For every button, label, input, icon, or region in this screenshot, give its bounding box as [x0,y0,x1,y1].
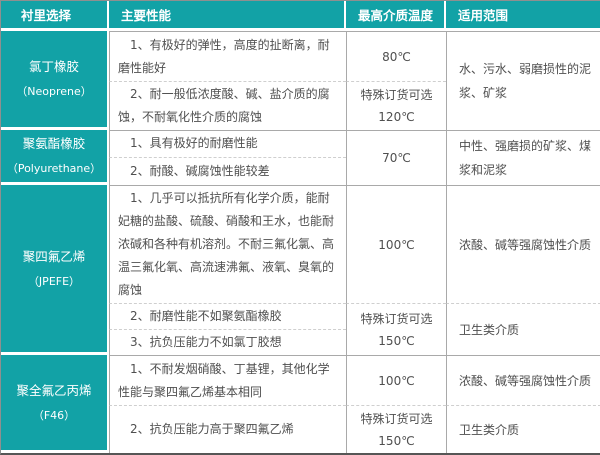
temperature-cell: 80℃ [346,31,446,81]
temperature-cell: 特殊订货可选 150℃ [346,303,446,355]
column-header-application: 适用范围 [446,1,600,31]
material-alias: （JPEFE） [27,274,81,288]
performance-cell: 1、具有极好的耐磨性能 [109,130,346,157]
table-row: 聚氨酯橡胶 （Polyurethane） 1、具有极好的耐磨性能 70℃ 中性、… [1,130,600,185]
material-cell-ptfe: 聚四氟乙烯 （JPEFE） [1,185,109,355]
table-row: 2、耐一般低浓度酸、碱、盐介质的腐蚀，不耐氧化性介质的腐蚀 特殊订货可选 120… [1,81,600,130]
table-row: 氯丁橡胶 （Neoprene） 1、有极好的弹性，高度的扯断离，耐磨性能好 80… [1,31,600,130]
table-row: 2、耐酸、碱腐蚀性能较差 [1,156,600,185]
application-cell: 水、污水、弱磨损性的泥浆、矿浆 [446,31,600,130]
application-cell: 浓酸、碱等强腐蚀性介质 [446,355,600,405]
table-row: 2、耐磨性能不如聚氨酯橡胶 特殊订货可选 150℃ 卫生类介质 [1,303,600,355]
performance-cell: 2、耐磨性能不如聚氨酯橡胶 [109,303,346,329]
performance-cell: 2、耐一般低浓度酸、碱、盐介质的腐蚀，不耐氧化性介质的腐蚀 [109,81,346,130]
header-row: 衬里选择 主要性能 最高介质温度 适用范围 [1,1,600,31]
material-cell-f46: 聚全氟乙丙烯 （F46） [1,355,109,453]
table-row: 聚四氟乙烯 （JPEFE） 1、几乎可以抵抗所有化学介质，能耐妃糖的盐酸、硫酸、… [1,185,600,355]
material-cell-neoprene: 氯丁橡胶 （Neoprene） [1,31,109,130]
application-cell: 卫生类介质 [446,303,600,355]
material-alias: （Neoprene） [16,85,92,98]
material-alias: （F46） [32,408,76,422]
column-header-max-temperature: 最高介质温度 [346,1,446,31]
table-row: 3、抗负压能力不如氯丁胶想 [1,329,600,355]
material-cell-polyurethane: 聚氨酯橡胶 （Polyurethane） [1,130,109,185]
performance-cell: 1、有极好的弹性，高度的扯断离，耐磨性能好 [109,31,346,81]
performance-cell: 1、几乎可以抵抗所有化学介质，能耐妃糖的盐酸、硫酸、硝酸和王水，也能耐浓碱和各种… [109,185,346,303]
temperature-cell: 70℃ [346,130,446,185]
performance-cell: 2、抗负压能力高于聚四氟乙烯 [109,405,346,453]
application-cell: 浓酸、碱等强腐蚀性介质 [446,185,600,303]
performance-cell: 2、耐酸、碱腐蚀性能较差 [109,156,346,185]
temperature-cell: 100℃ [346,185,446,303]
material-name: 氯丁橡胶 [28,59,79,74]
table-row: 聚全氟乙丙烯 （F46） 1、不耐发烟硝酸、丁基锂，其他化学性能与聚四氟乙烯基本… [1,355,600,453]
material-name: 聚全氟乙丙烯 [16,382,92,398]
column-header-lining: 衬里选择 [1,1,109,31]
performance-cell: 1、不耐发烟硝酸、丁基锂，其他化学性能与聚四氟乙烯基本相同 [109,355,346,405]
performance-cell: 3、抗负压能力不如氯丁胶想 [109,329,346,355]
column-header-performance: 主要性能 [109,1,346,31]
material-name: 聚氨酯橡胶 [22,136,86,151]
material-alias: （Polyurethane） [6,162,102,175]
material-name: 聚四氟乙烯 [22,248,86,264]
application-cell: 卫生类介质 [446,405,600,453]
application-cell: 中性、强磨损的矿浆、煤浆和泥浆 [446,130,600,185]
temperature-cell: 特殊订货可选 150℃ [346,405,446,453]
temperature-cell: 特殊订货可选 120℃ [346,81,446,130]
temperature-cell: 100℃ [346,355,446,405]
